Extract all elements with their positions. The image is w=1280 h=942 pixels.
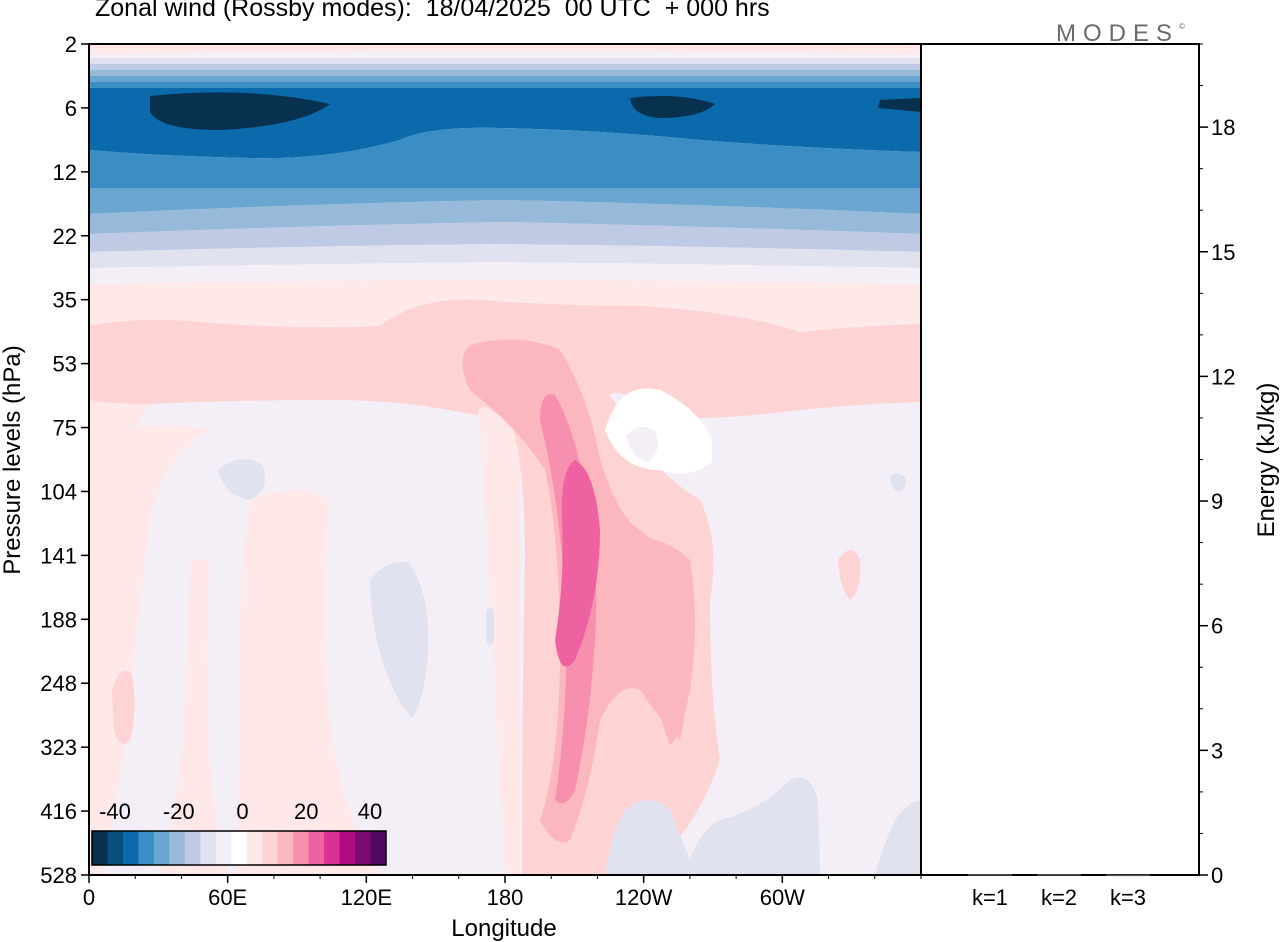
colorbar: -40 -20 0 20 40 [91,799,387,866]
y-tick-label: 22 [53,224,77,249]
y-tick-label: 188 [40,607,77,632]
energy-frame [920,43,1200,876]
bar-category-label: k=1 [972,885,1008,910]
colorbar-swatch [246,831,263,865]
colorbar-swatch [308,831,325,865]
bar-category-label: k=2 [1041,885,1077,910]
energy-bars: k=1 k=2 k=3 [968,874,1150,910]
y-tick-label: 6 [65,96,77,121]
energy-tick-label: 18 [1211,115,1235,140]
colorbar-label: 40 [358,799,382,824]
colorbar-label: -20 [163,799,195,824]
x-tick-label: 120W [615,885,673,910]
colorbar-swatch [122,831,139,865]
heatmap-field [89,44,921,875]
energy-tick-label: 12 [1211,364,1235,389]
modes-logo: MODES© [1056,20,1185,48]
y-tick-label: 323 [40,735,77,760]
energy-axis: 0 3 6 9 12 15 18 [1199,43,1235,888]
x-axis-label: Longitude [451,915,556,942]
energy-axis-label: Energy (kJ/kg) [1253,383,1280,538]
y-tick-label: 2 [65,32,77,57]
longitude-axis: 0 60E 120E 180 120W 60W [83,875,922,910]
energy-tick-label: 0 [1211,863,1223,888]
colorbar-swatch [200,831,217,865]
colorbar-label: -40 [99,799,131,824]
colorbar-swatch [153,831,170,865]
energy-bar [1106,874,1150,877]
colorbar-swatch [339,831,356,865]
x-tick-label: 60E [208,885,247,910]
y-tick-label: 248 [40,671,77,696]
x-tick-label: 180 [487,885,524,910]
colorbar-swatch [293,831,310,865]
colorbar-swatch [92,831,108,865]
y-tick-label: 104 [40,479,77,504]
colorbar-swatch [231,831,248,865]
y-tick-label: 12 [53,160,77,185]
colorbar-frame [91,830,387,866]
y-tick-label: 53 [53,352,77,377]
bar-category-label: k=3 [1110,885,1146,910]
colorbar-label: 0 [236,799,248,824]
colorbar-swatch [138,831,155,865]
colorbar-swatch [355,831,371,865]
colorbar-swatch [107,831,124,865]
y-axis-label: Pressure levels (hPa) [0,345,26,574]
x-tick-label: 60W [760,885,805,910]
colorbar-swatch [184,831,201,865]
colorbar-label: 20 [294,799,318,824]
x-tick-label: 120E [341,885,392,910]
energy-tick-label: 9 [1211,489,1223,514]
energy-tick-label: 6 [1211,614,1223,639]
colorbar-swatch [324,831,340,865]
y-tick-label: 141 [40,543,77,568]
logo-text: MODES [1056,20,1180,47]
y-tick-label: 35 [53,288,77,313]
energy-bar [1037,874,1081,876]
energy-bar [968,874,1012,876]
colorbar-swatch [215,831,232,865]
colorbar-swatch [277,831,294,865]
colorbar-swatch [370,831,387,865]
pressure-axis: 2 6 12 22 35 53 75 104 141 188 248 323 416 528 [40,32,89,888]
x-tick-label: 0 [83,885,95,910]
energy-tick-label: 15 [1211,240,1235,265]
colorbar-swatch [262,831,279,865]
energy-tick-label: 3 [1211,738,1223,763]
y-tick-label: 528 [40,863,77,888]
logo-mark: © [1179,22,1185,31]
chart-title: Zonal wind (Rossby modes): 18/04/2025 00… [95,0,770,22]
y-tick-label: 75 [53,416,77,441]
colorbar-swatch [169,831,186,865]
y-tick-label: 416 [40,799,77,824]
